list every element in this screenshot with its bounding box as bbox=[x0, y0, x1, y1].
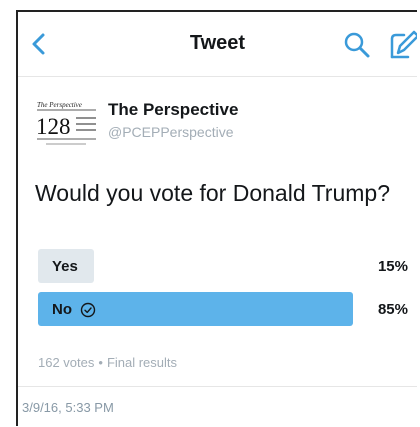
poll-option-label: No bbox=[52, 301, 96, 318]
poll-option-no[interactable]: No 85% bbox=[38, 292, 408, 326]
poll-status: Final results bbox=[106, 355, 178, 370]
poll-summary: 162 votes • Final results bbox=[38, 355, 177, 370]
the-perspective-128-logo: The Perspective 128 bbox=[36, 101, 96, 145]
tweet-timestamp: 3/9/16, 5:33 PM bbox=[22, 400, 114, 415]
navigation-bar: Tweet bbox=[18, 12, 417, 77]
search-button[interactable] bbox=[343, 31, 371, 59]
tweet-author: The Perspective 128 The Perspective @PCE… bbox=[36, 96, 406, 156]
tweet-text: Would you vote for Donald Trump? bbox=[35, 180, 390, 206]
poll-option-label: Yes bbox=[52, 258, 78, 275]
poll-option-yes[interactable]: Yes 15% bbox=[38, 249, 408, 283]
poll-vote-count: 162 votes bbox=[38, 355, 95, 370]
author-handle[interactable]: @PCEPPerspective bbox=[108, 124, 234, 140]
avatar[interactable]: The Perspective 128 bbox=[36, 96, 98, 154]
svg-text:128: 128 bbox=[36, 114, 71, 139]
poll-option-percent: 85% bbox=[377, 301, 408, 318]
svg-text:The Perspective: The Perspective bbox=[37, 101, 82, 109]
page-title: Tweet bbox=[189, 32, 246, 54]
tweet-detail-screen: Tweet The Perspective 128 bbox=[16, 10, 417, 426]
poll-option-label-text: No bbox=[52, 301, 72, 318]
poll-option-label-text: Yes bbox=[52, 258, 78, 275]
compose-icon bbox=[390, 30, 417, 59]
chevron-left-icon bbox=[32, 33, 45, 55]
author-name[interactable]: The Perspective bbox=[108, 100, 239, 119]
compose-button[interactable] bbox=[388, 29, 417, 59]
divider bbox=[18, 386, 417, 387]
poll-separator: • bbox=[98, 355, 103, 370]
back-button[interactable] bbox=[28, 30, 52, 58]
poll-option-percent: 15% bbox=[377, 258, 408, 275]
search-icon bbox=[344, 32, 370, 58]
check-circle-icon bbox=[80, 302, 96, 317]
poll-bar-yes bbox=[38, 249, 94, 283]
